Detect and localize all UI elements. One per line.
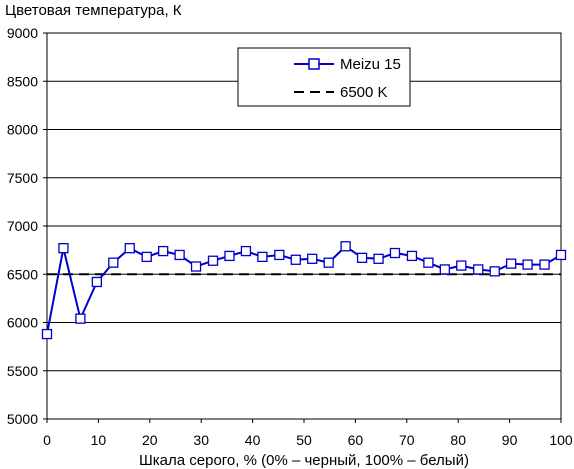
x-tick-label-20: 20	[142, 432, 158, 448]
data-point-18	[340, 241, 351, 252]
x-tick-label-70: 70	[399, 432, 415, 448]
y-tick-label-6000: 6000	[7, 315, 38, 331]
x-tick-label-90: 90	[502, 432, 518, 448]
y-tick-label-5500: 5500	[7, 363, 38, 379]
data-point-31	[555, 249, 567, 261]
data-point-30	[539, 259, 550, 270]
series-line-meizu-15	[46, 245, 562, 335]
y-tick-label-8500: 8500	[7, 73, 38, 89]
x-tick-label-80: 80	[450, 432, 466, 448]
y-tick-label-8000: 8000	[7, 122, 38, 138]
x-tick-label-10: 10	[91, 432, 107, 448]
grid-lines	[47, 80, 561, 372]
x-tick-label-60: 60	[348, 432, 364, 448]
data-point-5	[124, 243, 135, 254]
data-point-25	[456, 260, 467, 271]
data-point-9	[190, 261, 202, 272]
data-point-3	[91, 276, 103, 288]
data-point-19	[356, 252, 368, 263]
legend: Meizu 15 6500 K	[237, 47, 411, 107]
data-point-16	[307, 253, 318, 264]
data-point-2	[75, 313, 86, 324]
data-point-8	[174, 249, 185, 261]
x-tick-label-40: 40	[245, 432, 261, 448]
data-point-15	[290, 254, 301, 265]
y-axis-ticks: 5000 5500 6000 6500 7000 7500 8000 8500 9000	[7, 25, 47, 427]
y-tick-label-7500: 7500	[7, 170, 38, 186]
data-point-0	[41, 328, 53, 340]
legend-meizu-marker	[308, 58, 320, 70]
y-tick-label-5000: 5000	[7, 411, 38, 427]
y-tick-label-9000: 9000	[7, 25, 38, 41]
data-point-29	[522, 259, 533, 270]
data-point-4	[108, 257, 119, 268]
x-tick-label-0: 0	[43, 432, 51, 448]
legend-6500-label: 6500 K	[340, 84, 388, 101]
y-axis-title: Цветовая температура, К	[5, 2, 182, 19]
data-point-17	[323, 257, 334, 268]
data-point-23	[423, 257, 434, 268]
data-point-6	[141, 251, 152, 263]
y-tick-label-7000: 7000	[7, 218, 38, 234]
data-point-14	[274, 249, 285, 261]
data-point-7	[158, 245, 169, 257]
data-point-26	[473, 264, 484, 275]
data-point-28	[505, 258, 517, 269]
data-point-10	[207, 255, 219, 266]
data-point-27	[489, 266, 500, 277]
x-tick-label-30: 30	[193, 432, 209, 448]
data-point-11	[224, 250, 235, 262]
data-point-24	[439, 264, 450, 275]
x-tick-label-100: 100	[549, 432, 573, 448]
y-tick-label-6500: 6500	[7, 266, 38, 282]
data-point-21	[389, 247, 401, 259]
series-group	[41, 241, 567, 340]
x-axis-title: Шкала серого, % (0% – черный, 100% – бел…	[139, 452, 469, 469]
data-point-1	[58, 243, 69, 254]
x-axis-ticks: 0 10 20 30 40 50 60 70 80 90 100	[43, 419, 573, 448]
legend-box	[237, 47, 411, 107]
data-point-20	[373, 253, 384, 264]
data-point-13	[257, 251, 268, 263]
x-tick-label-50: 50	[296, 432, 312, 448]
data-point-12	[240, 245, 252, 257]
data-point-22	[406, 250, 418, 262]
legend-meizu-label: Meizu 15	[340, 56, 401, 73]
